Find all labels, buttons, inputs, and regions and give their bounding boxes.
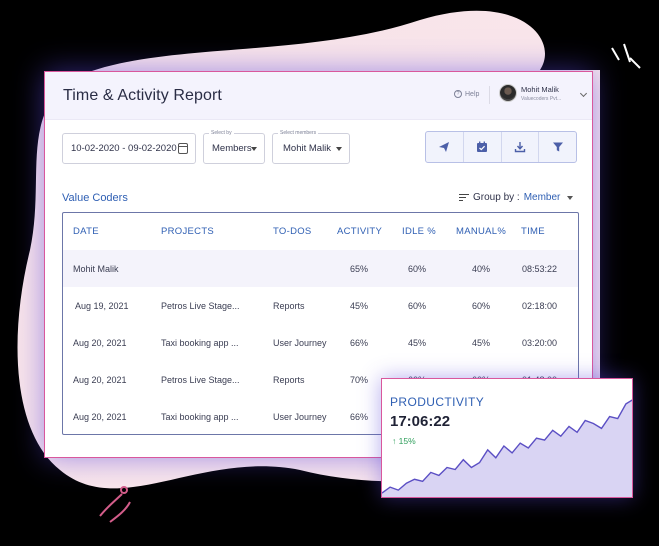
user-org: Valuecoders Pvt... [521, 96, 562, 102]
row-time: 03:20:00 [522, 338, 558, 348]
col-manual[interactable]: MANUAL% [456, 226, 507, 237]
action-toolbar [425, 131, 577, 163]
team-name: Value Coders [62, 192, 128, 204]
help-icon: ? [454, 90, 462, 98]
download-icon [514, 142, 526, 153]
filter-button[interactable] [539, 132, 576, 162]
summary-activity: 65% [350, 264, 369, 274]
row-todo: Reports [273, 375, 305, 385]
row-todo: Reports [273, 301, 305, 311]
row-todo: User Journey [273, 338, 327, 348]
productivity-widget[interactable]: PRODUCTIVITY 17:06:22 ↑ 15% [381, 378, 633, 498]
productivity-change: ↑ 15% [392, 436, 416, 446]
row-project: Taxi booking app ... [161, 338, 239, 348]
row-date: Aug 19, 2021 [75, 301, 129, 311]
select-members-label: Select members [278, 130, 319, 136]
row-time: 02:18:00 [522, 301, 558, 311]
select-members-dropdown[interactable]: Select members Mohit Malik [272, 130, 350, 164]
report-header: Time & Activity Report ? Help Mohit Mali… [45, 72, 592, 120]
col-time[interactable]: TIME [521, 226, 545, 237]
schedule-button[interactable] [464, 132, 502, 162]
table-header-row: DATE PROJECTS TO-DOS ACTIVITY IDLE % MAN… [63, 213, 578, 250]
calendar-check-icon [477, 141, 488, 152]
productivity-total-time: 17:06:22 [390, 413, 451, 430]
calendar-icon [178, 143, 188, 154]
date-range-value: 10-02-2020 - 09-02-2020 [71, 143, 177, 154]
arrow-up-icon: ↑ [392, 436, 397, 446]
select-by-value: Members [212, 143, 252, 154]
row-project: Petros Live Stage... [161, 375, 240, 385]
header-divider [489, 86, 490, 104]
productivity-trend-line [382, 399, 632, 494]
summary-time: 08:53:22 [522, 264, 558, 274]
avatar[interactable] [499, 84, 517, 102]
page-title: Time & Activity Report [63, 87, 222, 104]
user-name[interactable]: Mohit Malik [521, 85, 559, 94]
productivity-trend-chart [382, 399, 632, 497]
download-button[interactable] [502, 132, 540, 162]
row-project: Petros Live Stage... [161, 301, 240, 311]
group-by-value: Member [523, 192, 561, 203]
table-row[interactable]: Aug 20, 2021 Taxi booking app ... User J… [63, 324, 578, 361]
col-todos[interactable]: TO-DOS [273, 226, 312, 237]
row-manual: 60% [472, 301, 491, 311]
help-label: Help [465, 90, 480, 98]
summary-manual: 40% [472, 264, 491, 274]
col-idle[interactable]: IDLE % [402, 226, 437, 237]
row-activity: 66% [350, 338, 369, 348]
summary-row[interactable]: Mohit Malik 65% 60% 40% 08:53:22 [63, 250, 578, 287]
col-date[interactable]: DATE [73, 226, 99, 237]
productivity-trend-area [382, 400, 632, 497]
productivity-title: PRODUCTIVITY [390, 395, 485, 409]
select-by-label: Select by [209, 130, 234, 136]
row-project: Taxi booking app ... [161, 412, 239, 422]
caret-down-icon [567, 195, 574, 200]
row-idle: 60% [408, 301, 427, 311]
row-manual: 45% [472, 338, 491, 348]
row-date: Aug 20, 2021 [73, 375, 127, 385]
caret-down-icon [336, 147, 342, 151]
row-activity: 45% [350, 301, 369, 311]
select-members-value: Mohit Malik [283, 143, 332, 154]
group-by-label: Group by : [473, 192, 520, 203]
select-by-dropdown[interactable]: Select by Members [203, 130, 265, 164]
row-todo: User Journey [273, 412, 327, 422]
col-activity[interactable]: ACTIVITY [337, 226, 383, 237]
summary-name: Mohit Malik [73, 264, 119, 274]
row-date: Aug 20, 2021 [73, 412, 127, 422]
send-icon [439, 142, 450, 152]
send-button[interactable] [426, 132, 464, 162]
filter-icon [552, 142, 563, 152]
summary-idle: 60% [408, 264, 427, 274]
row-date: Aug 20, 2021 [73, 338, 127, 348]
table-row[interactable]: Aug 19, 2021 Petros Live Stage... Report… [63, 287, 578, 324]
caret-down-icon [251, 147, 257, 151]
table-row[interactable]: Aug 20, 2021 Taxi booking app ... User J… [63, 398, 578, 434]
chevron-down-icon[interactable] [579, 89, 588, 98]
row-activity: 70% [350, 375, 369, 385]
row-activity: 66% [350, 412, 369, 422]
col-projects[interactable]: PROJECTS [161, 226, 215, 237]
sort-lines-icon [459, 193, 469, 202]
help-link[interactable]: ? Help [454, 90, 479, 98]
group-by-dropdown[interactable]: Group by : Member [459, 192, 574, 203]
row-idle: 45% [408, 338, 427, 348]
productivity-change-value: 15% [398, 436, 416, 446]
date-range-picker[interactable]: 10-02-2020 - 09-02-2020 [62, 133, 196, 164]
